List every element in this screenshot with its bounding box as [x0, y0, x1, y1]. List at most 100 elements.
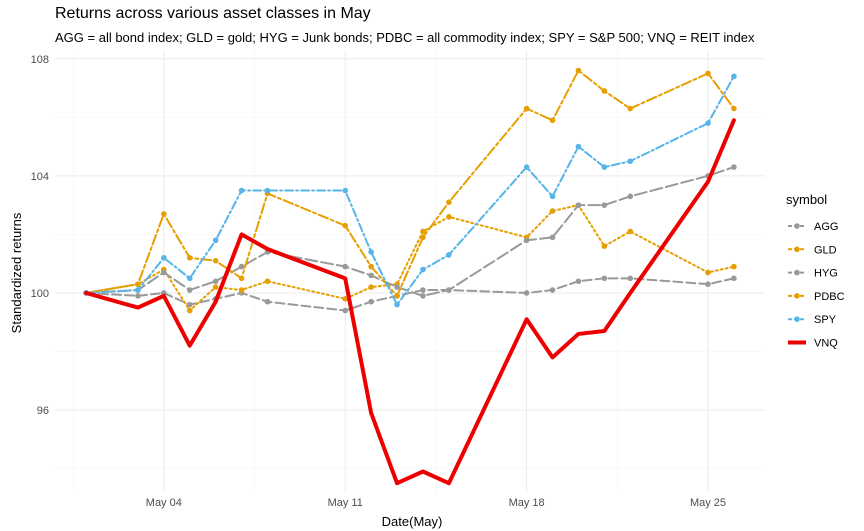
data-point-pdbc — [342, 222, 349, 229]
data-point-spy — [446, 252, 452, 258]
data-point-gld — [212, 284, 219, 290]
data-point-agg — [627, 275, 634, 282]
data-point-gld — [627, 228, 634, 235]
x-tick-label: May 11 — [328, 497, 363, 509]
data-point-agg — [523, 290, 530, 296]
data-point-hyg — [394, 284, 400, 290]
data-point-pdbc — [549, 117, 556, 124]
legend-title: symbol — [786, 192, 827, 207]
data-point-agg — [575, 278, 582, 285]
data-point-gld — [705, 269, 711, 276]
data-point-hyg — [368, 272, 374, 279]
x-tick-label: May 04 — [146, 497, 182, 509]
data-point-pdbc — [627, 105, 634, 112]
data-point-hyg — [575, 202, 582, 208]
data-point-pdbc — [420, 234, 426, 241]
data-point-hyg — [238, 263, 245, 270]
data-point-gld — [446, 214, 452, 220]
chart-title: Returns across various asset classes in … — [55, 5, 371, 22]
data-point-spy — [601, 164, 608, 170]
data-point-hyg — [161, 269, 167, 276]
legend-marker-hyg — [794, 269, 800, 276]
data-point-spy — [731, 73, 737, 80]
data-point-pdbc — [731, 105, 737, 112]
data-point-pdbc — [161, 211, 167, 217]
legend-label-vnq: VNQ — [814, 338, 838, 350]
data-point-gld — [186, 307, 193, 314]
series-group — [83, 67, 737, 486]
legend-marker-pdbc — [794, 293, 800, 299]
data-point-spy — [394, 301, 400, 308]
data-point-pdbc — [705, 70, 711, 77]
data-point-hyg — [601, 202, 608, 208]
data-point-spy — [186, 275, 193, 282]
data-point-agg — [705, 281, 711, 287]
y-axis-ticks: 96 100 104 108 — [31, 54, 49, 417]
data-point-spy — [549, 193, 556, 200]
data-point-pdbc — [394, 293, 400, 299]
data-point-spy — [368, 249, 374, 255]
data-point-gld — [238, 287, 245, 293]
y-tick-label: 108 — [31, 54, 49, 66]
y-tick-label: 104 — [31, 171, 49, 183]
data-point-hyg — [186, 287, 193, 293]
data-point-pdbc — [368, 263, 374, 270]
legend-label-hyg: HYG — [814, 268, 838, 280]
data-point-spy — [705, 120, 711, 126]
series-line-vnq — [84, 118, 736, 486]
legend-marker-agg — [794, 223, 800, 229]
data-point-spy — [135, 287, 141, 293]
data-point-gld — [368, 284, 374, 290]
legend-marker-gld — [794, 246, 800, 253]
legend-label-pdbc: PDBC — [814, 291, 845, 303]
data-point-pdbc — [523, 105, 530, 112]
data-point-agg — [549, 287, 556, 293]
data-point-hyg — [731, 164, 737, 170]
data-point-agg — [368, 298, 374, 305]
chart-subtitle: AGG = all bond index; GLD = gold; HYG = … — [55, 30, 755, 45]
data-point-hyg — [523, 237, 530, 244]
data-point-spy — [238, 187, 245, 194]
series-line-spy — [85, 75, 735, 306]
data-point-gld — [420, 228, 426, 235]
y-tick-label: 96 — [37, 405, 49, 417]
data-point-agg — [135, 293, 141, 299]
x-axis-title: Date(May) — [382, 514, 443, 529]
y-axis-title: Standardized returns — [9, 212, 24, 333]
data-point-hyg — [446, 287, 452, 293]
y-tick-label: 100 — [31, 288, 49, 300]
data-point-hyg — [342, 263, 349, 270]
data-point-gld — [342, 296, 349, 302]
data-point-agg — [420, 287, 426, 293]
data-point-hyg — [212, 278, 219, 285]
data-point-pdbc — [601, 88, 608, 94]
data-point-pdbc — [575, 67, 582, 74]
data-point-spy — [342, 187, 349, 194]
data-point-spy — [161, 255, 167, 261]
data-point-gld — [264, 278, 271, 285]
data-point-pdbc — [446, 199, 452, 206]
data-point-pdbc — [135, 281, 141, 287]
x-tick-label: May 25 — [690, 497, 726, 509]
legend-label-gld: GLD — [814, 244, 837, 256]
data-point-hyg — [549, 234, 556, 241]
data-point-agg — [731, 275, 737, 282]
data-point-pdbc — [238, 275, 245, 282]
data-point-agg — [186, 301, 193, 308]
data-point-agg — [601, 275, 608, 282]
data-point-spy — [575, 143, 582, 150]
x-axis-ticks: May 04 May 11 May 18 May 25 — [146, 497, 726, 509]
data-point-gld — [549, 208, 556, 214]
legend-label-agg: AGG — [814, 221, 838, 233]
data-point-spy — [264, 187, 271, 194]
data-point-spy — [523, 164, 530, 170]
data-point-gld — [731, 263, 737, 270]
legend: symbol AGG GLD HYG PDBC SPY VNQ — [786, 192, 845, 350]
data-point-gld — [601, 243, 608, 249]
series-line-pdbc — [85, 69, 735, 297]
series-line-hyg — [85, 166, 735, 297]
legend-label-spy: SPY — [814, 314, 837, 326]
legend-marker-spy — [794, 316, 800, 323]
data-point-hyg — [627, 193, 634, 200]
